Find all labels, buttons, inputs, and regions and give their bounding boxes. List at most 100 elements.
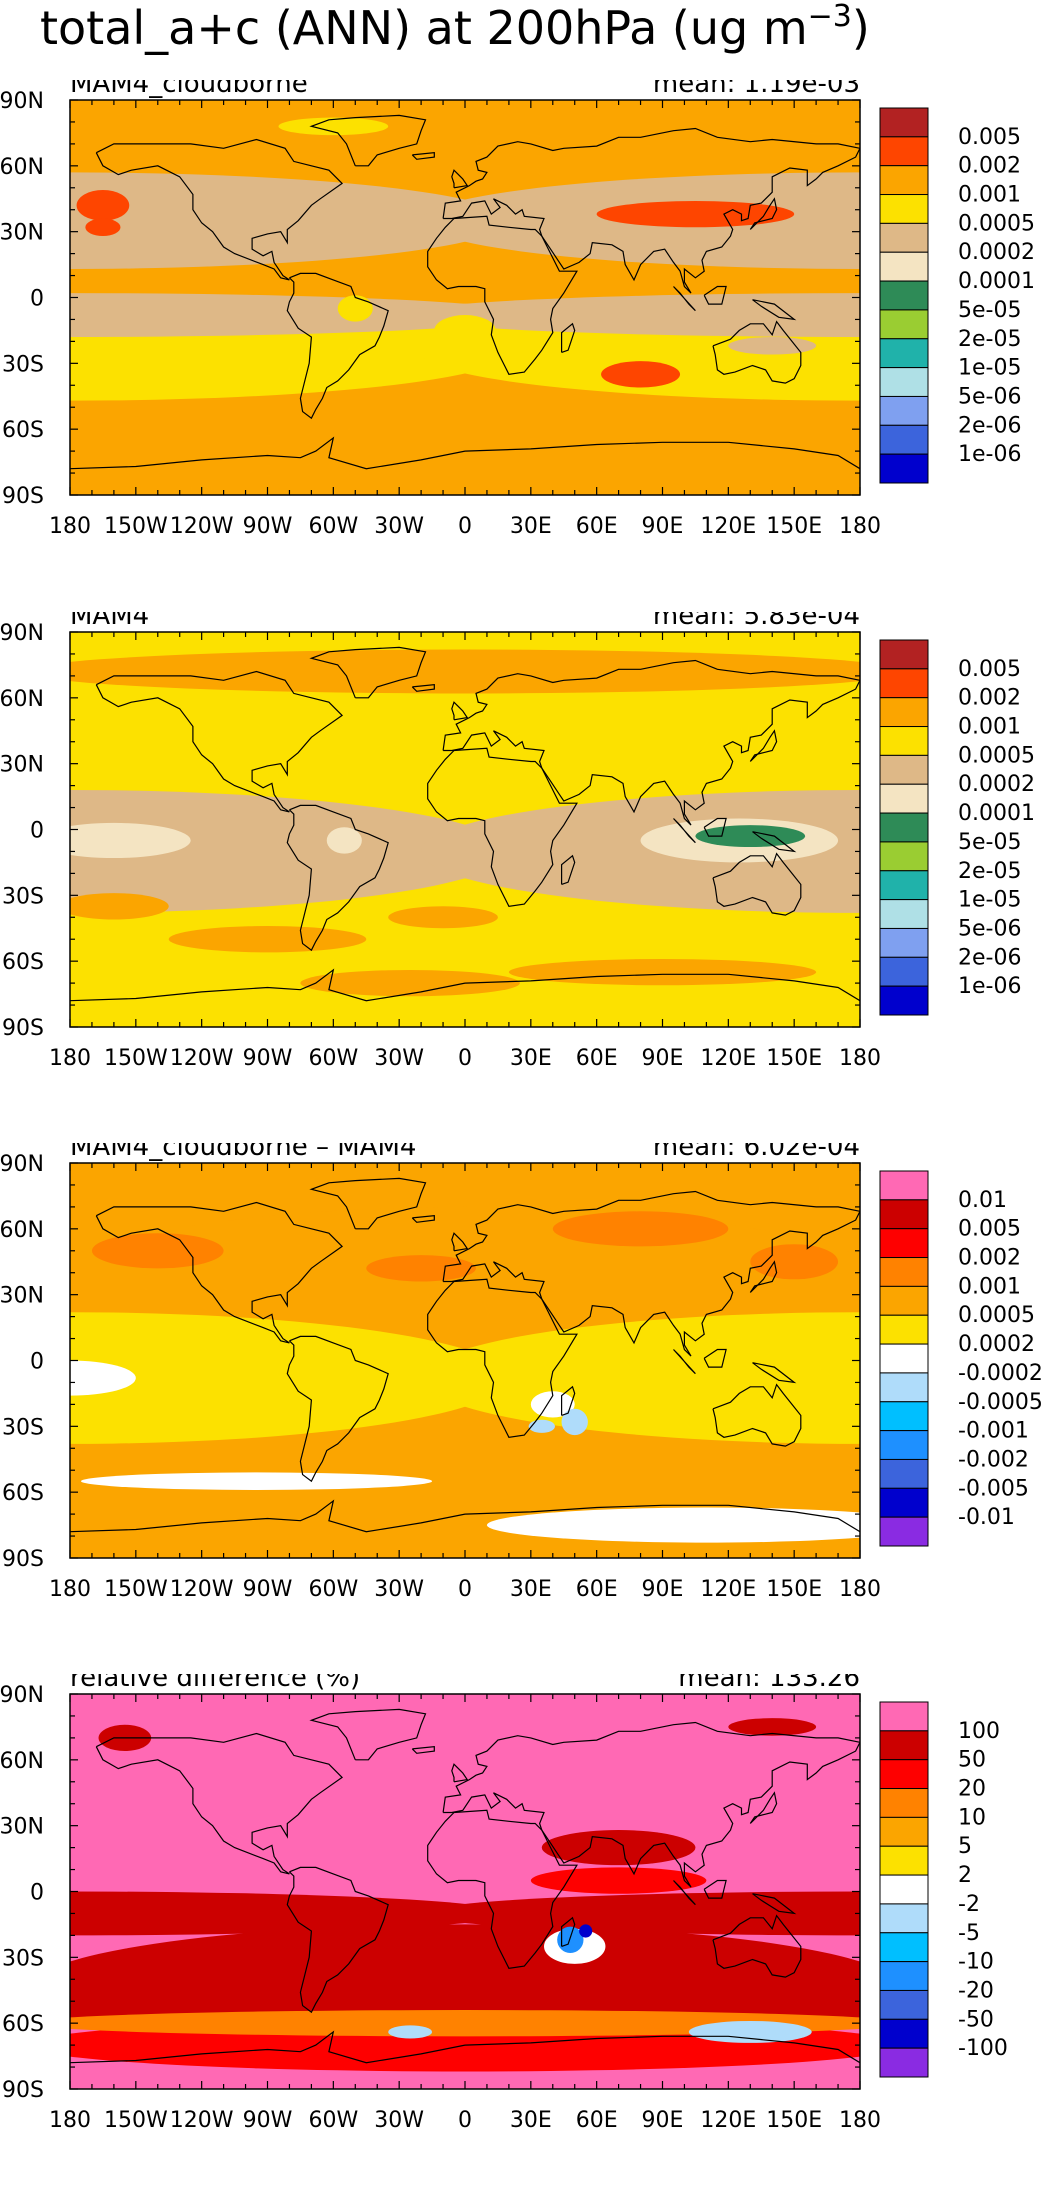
panel2-coastline (560, 854, 576, 885)
panel1-lon-label: 180 (839, 514, 881, 539)
panel3-contour-region (552, 1211, 729, 1247)
panel3-lon-label: 180 (839, 1577, 881, 1602)
panel1-legend-label: 0.001 (958, 183, 1021, 208)
panel4-lon-label: 120E (700, 2108, 756, 2133)
panel2-legend-label: 1e-06 (958, 974, 1021, 999)
panel1-coastline (752, 299, 797, 321)
panel3-coastline (712, 1383, 802, 1447)
panel4-legend-label: -20 (958, 1978, 994, 2003)
panel1-coastline (560, 322, 576, 353)
panel2-lon-label: 180 (49, 1046, 91, 1071)
panel2-legend-label: 1e-05 (958, 888, 1021, 913)
panel4-left-title: relative difference (%) (70, 1674, 360, 1693)
panel1-lon-label: 180 (49, 514, 91, 539)
panel1-coastline (712, 320, 802, 384)
panel3-lon-label: 90W (243, 1577, 293, 1602)
panel2-lat-label: 30S (2, 884, 44, 909)
panel4-coastline (95, 1732, 344, 1875)
panel3-contour-region (91, 1233, 224, 1269)
panel3-lon-label: 60E (576, 1577, 618, 1602)
panel3-legend-label: -0.0005 (958, 1390, 1043, 1415)
panel1-coastline (286, 272, 389, 420)
panel4-lon-label: 120W (170, 2108, 234, 2133)
panel2-coastline (749, 729, 778, 762)
panel2-legend-swatch (879, 697, 929, 728)
panel2-coastline (442, 659, 860, 826)
panel4-field (70, 1694, 860, 2089)
panel3-lat-label: 30N (0, 1284, 44, 1309)
panel3-legend-label: 0.005 (958, 1217, 1021, 1242)
panel4-coastline (752, 1893, 797, 1915)
panel2-legend-swatch (879, 870, 929, 901)
panel2-legend-swatch (879, 812, 929, 843)
panel1-lon-label: 120W (170, 514, 234, 539)
panel4-legend-swatch (879, 1903, 929, 1934)
panel4-legend-label: 5 (958, 1834, 972, 1859)
panel3-lat-label: 30S (2, 1415, 44, 1440)
panel1-coastline (442, 127, 860, 294)
panel3-coastline (95, 1201, 344, 1344)
panel3-coastline (560, 1385, 576, 1416)
panel3-contour-region (70, 1360, 136, 1396)
panel3-lon-label: 30W (374, 1577, 424, 1602)
panel1-legend-label: 2e-05 (958, 327, 1021, 352)
panel3-lat-label: 60S (2, 1481, 44, 1506)
panel1-legend-label: 1e-06 (958, 442, 1021, 467)
panel2-lat-label: 60N (0, 687, 44, 712)
panel3-legend-label: -0.01 (958, 1505, 1015, 1530)
panel4-contour-region (70, 2010, 860, 2037)
panel3-lon-label: 120W (170, 1577, 234, 1602)
panel2-legend-swatch (879, 927, 929, 958)
panel3-contour-region (710, 1340, 790, 1368)
panel1-legend-label: 0.0001 (958, 269, 1035, 294)
panel2-lon-label: 120E (700, 1046, 756, 1071)
panel2-contour-region (70, 893, 169, 920)
panel2-legend-label: 0.001 (958, 715, 1021, 740)
panel3-legend-swatch (879, 1458, 929, 1489)
panel1-legend-label: 0.0002 (958, 240, 1035, 265)
panel3-legend-swatch (879, 1516, 929, 1547)
panel4-lat-label: 90N (0, 1683, 44, 1708)
panel1-contour-region (70, 172, 509, 269)
map-panel-4: relative difference (%) mean: 133.26 90N 60… (0, 1674, 1050, 2204)
panel3-lon-label: 150W (104, 1577, 168, 1602)
panel3-legend-swatch (879, 1372, 929, 1403)
panel3-left-title: MAM4_cloudborne – MAM4 (70, 1143, 416, 1162)
panel1-lat-label: 60S (2, 418, 44, 443)
panel3-contour-region (528, 1419, 555, 1433)
svg-text:total_a+c (ANN) at 200hPa (ug: total_a+c (ANN) at 200hPa (ug m−3) (40, 0, 870, 55)
panel4-lon-label: 0 (458, 2108, 472, 2133)
panel3-lat-label: 60N (0, 1218, 44, 1243)
panel1-contour-region (601, 361, 681, 388)
panel2-legend-swatch (879, 841, 929, 872)
panel2-field (70, 632, 860, 1027)
panel1-legend-swatch (879, 194, 929, 224)
panel2-left-title: MAM4 (70, 612, 149, 631)
panel3-coastline (286, 1335, 389, 1483)
panel1-contour-region (399, 293, 860, 337)
panel2-lat-label: 60S (2, 950, 44, 975)
panel4-contour-region (388, 2025, 433, 2039)
panel3-contour-region (561, 1408, 588, 1436)
panel2-lat-label: 30N (0, 753, 44, 778)
panel3-coastline (703, 1348, 727, 1368)
panel2-lon-label: 30E (510, 1046, 552, 1071)
panel4-coastline (309, 1708, 427, 1761)
panel3-lon-label: 0 (458, 1577, 472, 1602)
panel4-legend-swatch (879, 1989, 929, 2020)
panel4-legend-label: -10 (958, 1950, 994, 1975)
panel4-contour-region (541, 1830, 696, 1866)
figure-title: total_a+c (ANN) at 200hPa (ug m−3) (0, 0, 1050, 70)
panel1-legend-label: 5e-06 (958, 384, 1021, 409)
panel4-lon-label: 30W (374, 2108, 424, 2133)
panel2-lon-label: 150W (104, 1046, 168, 1071)
panel1-contour-region (337, 295, 373, 322)
panel2-lon-label: 30W (374, 1046, 424, 1071)
panel2-coastline (427, 747, 578, 907)
panel2-lon-label: 120W (170, 1046, 234, 1071)
panel4-legend-swatch (879, 2018, 929, 2049)
panel1-lon-label: 90E (642, 514, 684, 539)
panel4-legend-label: 2 (958, 1863, 972, 1888)
panel3-coastline (749, 1260, 778, 1293)
panel4-lon-label: 180 (49, 2108, 91, 2133)
